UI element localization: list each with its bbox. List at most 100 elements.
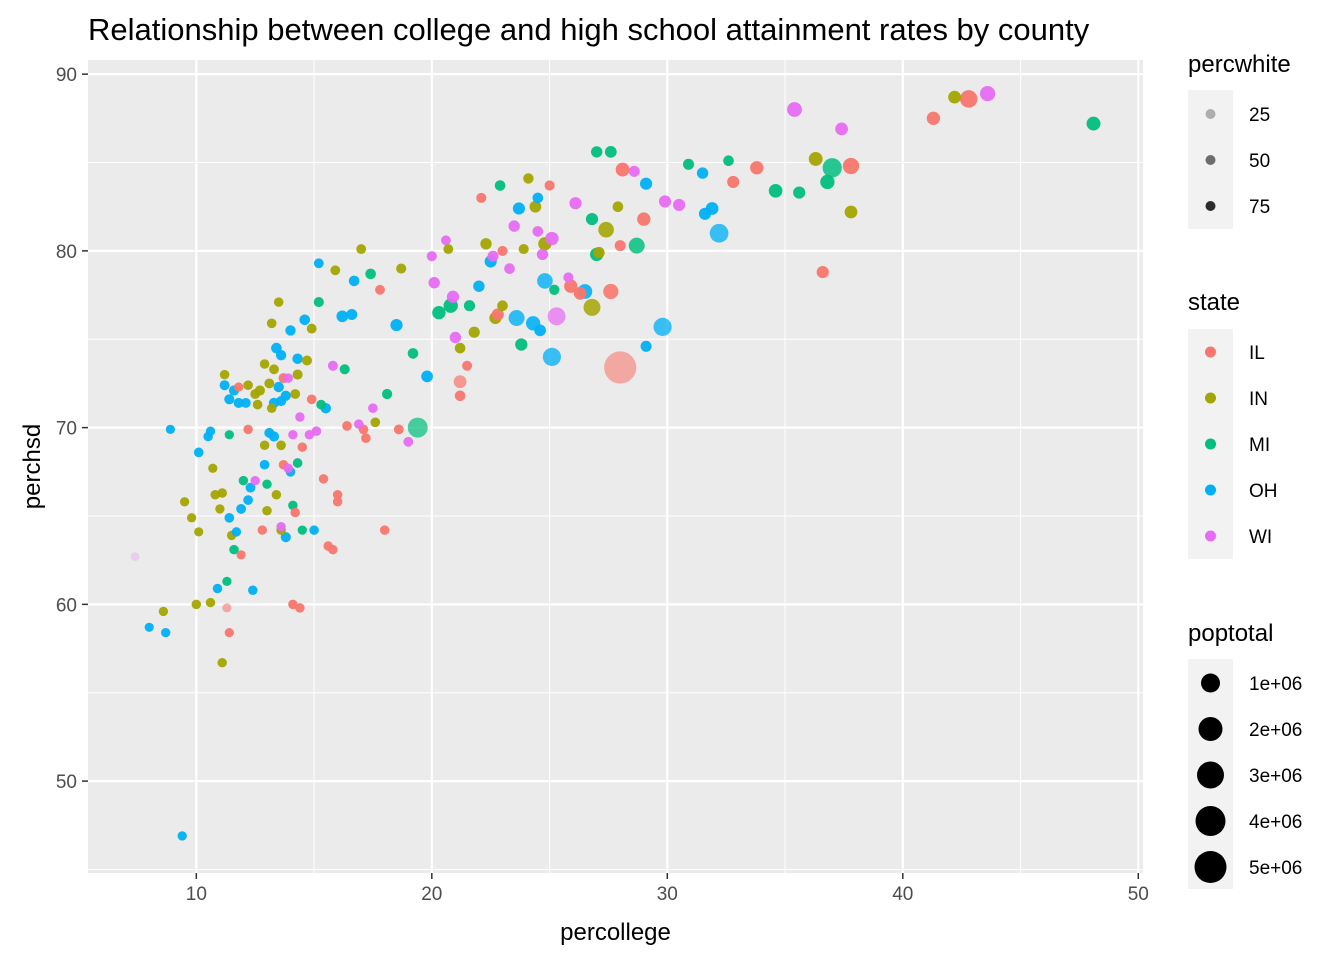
data-point-il [454,390,466,402]
data-point-oh [276,396,287,407]
data-point-il [816,266,829,279]
legend-percwhite-key-75 [1205,201,1216,211]
data-point-oh [224,512,235,523]
y-axis: 50 60 70 80 90 [56,65,88,793]
data-point-wi [250,475,260,486]
major-gridlines [88,60,1143,873]
minor-gridlines [88,60,1143,873]
data-point-mi [313,297,324,308]
data-point-in [292,369,303,380]
data-point-oh [698,207,712,220]
data-point-mi [591,146,603,158]
data-point-mi [1086,116,1101,131]
legend-poptotal-label: 2e+06 [1249,720,1302,741]
data-point-wi [288,429,298,440]
legend-poptotal-key-5e6 [1194,851,1227,883]
data-point-mi [549,284,560,295]
legend-poptotal-key-1e6 [1201,673,1220,693]
legend-state-label: IN [1249,389,1268,410]
data-point-oh [165,424,176,435]
data-point-in [271,490,282,500]
data-point-oh [309,525,319,535]
legend-percwhite-title: percwhite [1188,51,1291,78]
legend-percwhite-label: 75 [1249,197,1270,218]
data-point-in [518,244,529,255]
data-point-mi [407,417,428,438]
data-point-in [266,403,277,413]
data-point-il [222,603,232,613]
data-point-wi [504,263,515,274]
data-point-in [191,599,202,610]
data-point-mi [407,348,419,359]
data-point-mi [723,155,734,167]
chart-title: Relationship between college and high sc… [88,12,1090,47]
data-point-mi [224,430,234,440]
data-point-oh [233,397,244,408]
legend-percwhite-key-50 [1205,155,1216,165]
data-point-il [243,424,253,435]
data-point-mi [222,576,232,587]
data-point-oh [348,275,360,287]
data-point-oh [240,397,251,408]
data-point-mi [494,180,506,191]
data-point-in [443,244,454,255]
legend-poptotal-key-3e6 [1197,761,1224,789]
data-point-il [959,90,978,108]
data-point-wi [426,251,437,262]
legend-poptotal-key-2e6 [1198,717,1223,741]
x-tick-label: 50 [1128,884,1149,905]
data-point-oh [219,380,230,391]
data-point-oh [640,177,653,190]
data-point-il [295,603,305,613]
data-point-wi [304,429,315,440]
data-point-oh [709,223,729,243]
data-point-il [224,627,234,638]
data-point-oh [285,325,296,336]
data-point-wi [446,290,460,303]
legend-state-label: OH [1249,481,1278,502]
data-point-in [370,417,381,428]
data-point-wi [563,272,574,283]
data-point-wi [628,165,640,177]
data-point-wi [327,360,338,371]
data-point-oh [248,585,258,595]
x-tick-label: 20 [421,884,442,905]
data-point-wi [440,235,451,246]
data-point-mi [229,544,239,555]
data-point-il [453,375,467,389]
legend-poptotal-label: 1e+06 [1249,674,1302,695]
legend-state-key-il [1205,346,1216,358]
legend-poptotal-title: poptotal [1188,620,1273,647]
data-point-in [205,597,216,608]
data-point-mi [262,479,272,489]
data-point-in [210,490,220,500]
data-point-il [361,433,371,444]
legend-state-key-in [1205,392,1216,404]
data-point-in [250,389,261,399]
data-point-in [523,173,534,184]
data-point-oh [336,310,349,323]
data-point-in [612,201,624,213]
data-point-wi [835,122,848,136]
data-point-wi [403,436,414,447]
data-point-mi [820,174,835,190]
data-point-in [215,504,225,514]
data-point-il [306,394,317,405]
data-point-wi [980,86,996,102]
data-point-in [262,505,272,516]
y-axis-title: perchsd [19,424,46,509]
data-point-oh [390,319,403,332]
data-point-oh [161,627,171,638]
data-point-oh [177,831,187,841]
legend-percwhite-key-25 [1205,109,1216,119]
data-point-il [750,161,764,175]
data-point-oh [280,532,291,543]
data-point-il [491,308,504,321]
data-point-oh [259,459,270,470]
data-point-mi [604,146,617,158]
data-point-in [243,380,253,391]
data-point-il [544,180,555,191]
plot-panel [88,60,1143,873]
legend-poptotal-label: 3e+06 [1249,766,1302,787]
data-point-il [379,525,390,535]
